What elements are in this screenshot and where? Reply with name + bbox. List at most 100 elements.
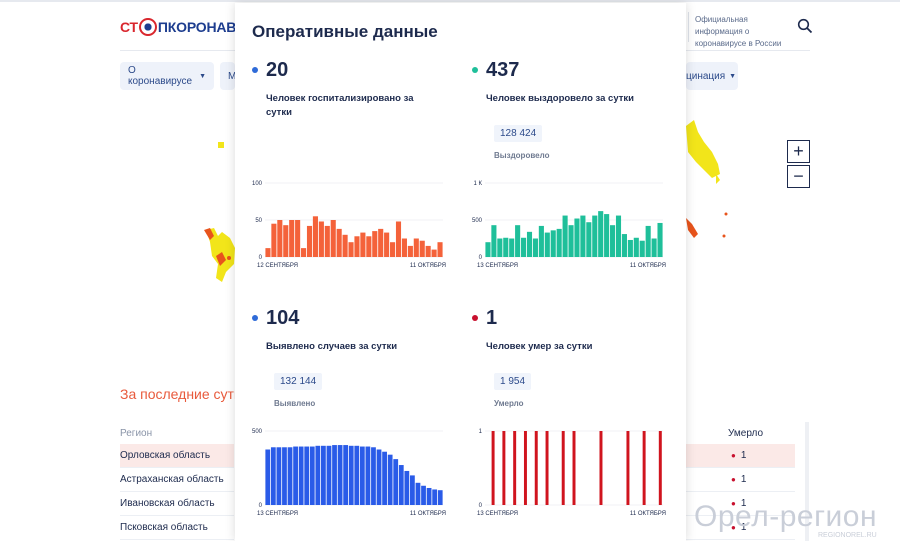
chart-bar[interactable] [491, 431, 495, 505]
chart-bar[interactable] [550, 230, 556, 257]
chart-bar[interactable] [306, 225, 313, 257]
chart-bar[interactable] [410, 475, 415, 505]
chart-bar[interactable] [604, 214, 610, 257]
chart-bar[interactable] [298, 446, 304, 505]
chart-bar[interactable] [621, 234, 627, 257]
table-row[interactable]: Псковская область [120, 516, 234, 540]
chart-bar[interactable] [332, 445, 337, 505]
chart-bar[interactable] [645, 225, 651, 257]
chart-bar[interactable] [415, 482, 421, 505]
chart-bar[interactable] [360, 232, 366, 257]
chart-bar[interactable] [485, 242, 491, 257]
chart-bar[interactable] [526, 231, 533, 257]
search-icon[interactable] [797, 18, 813, 34]
chart-bar[interactable] [586, 222, 592, 257]
chart-bar[interactable] [407, 245, 413, 257]
chart-bar[interactable] [515, 225, 521, 257]
chart-bar[interactable] [295, 220, 301, 257]
zoom-in-button[interactable]: + [787, 140, 810, 163]
chart-bar[interactable] [598, 211, 604, 257]
chart-bar[interactable] [432, 489, 438, 505]
chart-bar[interactable] [545, 431, 549, 505]
chart-bar[interactable] [366, 236, 372, 257]
chart-bar[interactable] [532, 238, 538, 258]
chart-bar[interactable] [639, 240, 645, 257]
nav-vaccination[interactable]: цинация ▼ [686, 62, 738, 90]
chart-bar[interactable] [401, 238, 407, 258]
chart-bar[interactable] [354, 445, 360, 505]
chart-bar[interactable] [348, 445, 354, 505]
chart-bar[interactable] [513, 431, 517, 505]
chart-bar[interactable] [312, 216, 318, 257]
chart-bar[interactable] [337, 445, 343, 505]
chart-bar[interactable] [615, 215, 622, 257]
chart-bar[interactable] [276, 447, 282, 505]
chart-bar[interactable] [282, 447, 287, 505]
chart-bar[interactable] [562, 215, 568, 257]
chart-bar[interactable] [326, 445, 332, 505]
chart-bar[interactable] [572, 431, 576, 505]
chart-bar[interactable] [265, 449, 271, 506]
chart-bar[interactable] [315, 445, 321, 505]
chart-bar[interactable] [437, 242, 443, 257]
chart-bar[interactable] [354, 236, 360, 257]
chart-bar[interactable] [568, 225, 574, 257]
chart-bar[interactable] [371, 447, 376, 505]
chart-bar[interactable] [502, 431, 506, 505]
chart-bar[interactable] [372, 231, 378, 257]
russia-map-west[interactable] [196, 138, 236, 298]
chart-bar[interactable] [378, 228, 384, 257]
chart-bar[interactable] [491, 225, 497, 257]
chart-bar[interactable] [304, 446, 310, 505]
chart-bar[interactable] [348, 242, 354, 257]
chart-bar[interactable] [283, 225, 289, 257]
russia-map-east[interactable] [686, 118, 728, 248]
chart-bar[interactable] [657, 222, 663, 257]
chart-bar[interactable] [342, 234, 348, 257]
chart-bar[interactable] [642, 431, 646, 505]
chart-bar[interactable] [395, 221, 402, 257]
chart-bar[interactable] [398, 465, 404, 505]
chart-bar[interactable] [425, 245, 431, 257]
chart-bar[interactable] [271, 223, 277, 257]
zoom-out-button[interactable]: − [787, 165, 810, 188]
chart-bar[interactable] [387, 454, 393, 505]
chart-bar[interactable] [390, 242, 396, 257]
chart-bar[interactable] [561, 431, 565, 505]
chart-bar[interactable] [293, 446, 298, 505]
chart-bar[interactable] [592, 215, 598, 257]
chart-bar[interactable] [265, 248, 271, 257]
chart-bar[interactable] [509, 238, 515, 258]
chart-bar[interactable] [497, 238, 503, 258]
chart-bar[interactable] [538, 225, 544, 257]
chart-bar[interactable] [626, 431, 630, 505]
chart-bar[interactable] [413, 238, 419, 258]
chart-bar[interactable] [544, 232, 550, 257]
chart-bar[interactable] [437, 490, 443, 505]
chart-bar[interactable] [393, 459, 399, 505]
chart-bar[interactable] [318, 221, 324, 257]
chart-bar[interactable] [404, 470, 410, 505]
chart-bar[interactable] [309, 446, 315, 505]
chart-bar[interactable] [343, 445, 349, 505]
chart-bar[interactable] [376, 449, 382, 506]
chart-bar[interactable] [421, 485, 426, 505]
chart-bar[interactable] [330, 220, 336, 257]
chart-bar[interactable] [503, 237, 509, 257]
chart-bar[interactable] [324, 225, 330, 257]
table-row[interactable]: Астраханская область [120, 468, 234, 492]
chart-bar[interactable] [523, 431, 527, 505]
chart-bar[interactable] [574, 218, 580, 257]
chart-bar[interactable] [521, 237, 527, 257]
chart-bar[interactable] [289, 220, 295, 257]
chart-bar[interactable] [321, 445, 326, 505]
table-row[interactable]: Орловская область [120, 444, 234, 468]
chart-bar[interactable] [270, 447, 276, 505]
chart-bar[interactable] [287, 447, 293, 505]
chart-bar[interactable] [651, 238, 657, 258]
chart-bar[interactable] [359, 446, 365, 505]
chart-bar[interactable] [610, 225, 616, 257]
chart-bar[interactable] [426, 487, 432, 505]
table-scrollbar[interactable] [805, 422, 809, 541]
chart-bar[interactable] [301, 248, 307, 257]
